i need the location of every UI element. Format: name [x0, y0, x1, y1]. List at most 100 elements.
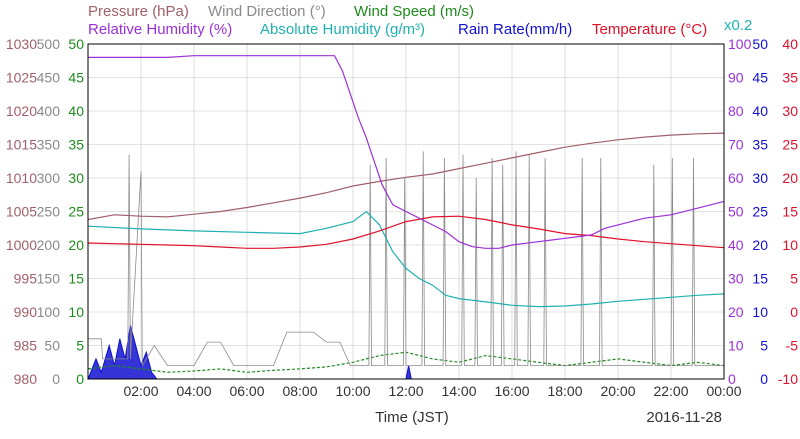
- y-tick-label-wind-speed: 0: [76, 371, 84, 387]
- axis-tick-labels: 02:00 04:00 06:00 08:00 10:00 12:00 14:00 16:00…: [6, 36, 798, 399]
- y-tick-label-rain-rate: 50: [752, 36, 768, 52]
- y-tick-label-wind-direction: 300: [37, 170, 61, 186]
- y-tick-label-wind-direction: 100: [37, 304, 61, 320]
- x-tick-label: 16:00: [494, 383, 529, 399]
- series-absolute-humidity-g-m: [87, 210, 725, 308]
- y-tick-label-rain-rate: 35: [752, 137, 768, 153]
- y-tick-label-pressure: 1000: [6, 237, 37, 253]
- y-tick-label-temperature: 15: [782, 204, 798, 220]
- y-tick-label-pressure: 1025: [6, 70, 37, 86]
- y-tick-label-wind-speed: 15: [68, 271, 84, 287]
- y-tick-label-pressure: 1030: [6, 36, 37, 52]
- y-tick-label-wind-direction: 400: [37, 103, 61, 119]
- series-temperature-c: [87, 215, 725, 249]
- y-tick-label-temperature: -10: [778, 371, 798, 387]
- y-tick-label-wind-direction: 250: [37, 204, 61, 220]
- legend-wind-speed: Wind Speed (m/s): [354, 3, 474, 20]
- y-tick-label-wind-direction: 500: [37, 36, 61, 52]
- y-tick-label-rain-rate: 5: [760, 338, 768, 354]
- y-tick-label-wind-direction: 50: [44, 338, 60, 354]
- y-tick-label-temperature: -5: [786, 338, 799, 354]
- y-tick-label-pressure: 985: [14, 338, 38, 354]
- y-tick-label-temperature: 5: [790, 271, 798, 287]
- y-tick-label-wind-speed: 35: [68, 137, 84, 153]
- y-tick-label-wind-speed: 50: [68, 36, 84, 52]
- y-tick-label-wind-direction: 150: [37, 271, 61, 287]
- y-tick-label-wind-direction: 350: [37, 137, 61, 153]
- y-tick-label-wind-speed: 10: [68, 304, 84, 320]
- y-tick-label-relative-humidity: 30: [728, 271, 744, 287]
- legend-scale-note: x0.2: [724, 17, 752, 34]
- y-tick-label-rain-rate: 45: [752, 70, 768, 86]
- x-tick-label: 08:00: [282, 383, 317, 399]
- y-tick-label-temperature: 25: [782, 137, 798, 153]
- x-tick-label: 06:00: [229, 383, 264, 399]
- x-tick-label: 02:00: [123, 383, 158, 399]
- y-tick-label-wind-speed: 20: [68, 237, 84, 253]
- y-tick-label-pressure: 1020: [6, 103, 37, 119]
- legend-wind-direction: Wind Direction (°): [208, 3, 326, 20]
- plot-frame: [87, 43, 725, 380]
- y-tick-label-pressure: 1005: [6, 204, 37, 220]
- y-tick-label-rain-rate: 15: [752, 271, 768, 287]
- x-tick-label: 18:00: [547, 383, 582, 399]
- x-tick-label: 12:00: [388, 383, 423, 399]
- y-tick-label-temperature: 20: [782, 170, 798, 186]
- y-tick-label-pressure: 995: [14, 271, 38, 287]
- y-tick-label-temperature: 10: [782, 237, 798, 253]
- series-wind-direction: [88, 151, 724, 368]
- y-tick-label-temperature: 0: [790, 304, 798, 320]
- y-tick-label-temperature: 35: [782, 70, 798, 86]
- series-layer: [87, 55, 725, 380]
- date-label: 2016-11-28: [646, 409, 722, 426]
- x-tick-label: 10:00: [335, 383, 370, 399]
- legend-relative-humidity: Relative Humidity (%): [88, 21, 232, 38]
- y-tick-label-relative-humidity: 80: [728, 103, 744, 119]
- x-tick-label: 20:00: [600, 383, 635, 399]
- y-tick-label-temperature: 30: [782, 103, 798, 119]
- x-axis-label: Time (JST): [375, 409, 449, 426]
- y-tick-label-pressure: 1015: [6, 137, 37, 153]
- y-tick-label-rain-rate: 40: [752, 103, 768, 119]
- y-tick-label-wind-speed: 40: [68, 103, 84, 119]
- y-tick-label-relative-humidity: 100: [728, 36, 752, 52]
- y-tick-label-relative-humidity: 0: [728, 371, 736, 387]
- y-tick-label-wind-speed: 25: [68, 204, 84, 220]
- x-tick-label: 22:00: [653, 383, 688, 399]
- y-tick-label-rain-rate: 20: [752, 237, 768, 253]
- y-tick-label-pressure: 980: [14, 371, 38, 387]
- y-tick-label-relative-humidity: 50: [728, 204, 744, 220]
- y-tick-label-wind-direction: 200: [37, 237, 61, 253]
- y-tick-label-temperature: 40: [782, 36, 798, 52]
- x-tick-label: 14:00: [441, 383, 476, 399]
- y-tick-label-pressure: 990: [14, 304, 38, 320]
- y-tick-label-wind-speed: 45: [68, 70, 84, 86]
- x-tick-label: 00:00: [706, 383, 741, 399]
- y-tick-label-wind-direction: 450: [37, 70, 61, 86]
- y-tick-label-rain-rate: 0: [760, 371, 768, 387]
- legend-rain-rate: Rain Rate(mm/h): [458, 21, 572, 38]
- x-tick-label: 04:00: [176, 383, 211, 399]
- legend-pressure: Pressure (hPa): [88, 3, 189, 20]
- y-tick-label-wind-speed: 30: [68, 170, 84, 186]
- y-tick-label-wind-direction: 0: [52, 371, 60, 387]
- legend-absolute-humidity: Absolute Humidity (g/m³): [260, 21, 425, 38]
- y-tick-label-relative-humidity: 20: [728, 304, 744, 320]
- y-tick-label-relative-humidity: 90: [728, 70, 744, 86]
- series-pressure-hpa: [87, 132, 725, 221]
- series-rain-rate-mm-h: [87, 325, 724, 380]
- series-relative-humidity: [88, 55, 725, 249]
- legend-row-1: Pressure (hPa) Wind Direction (°) Wind S…: [88, 3, 474, 20]
- legend-row-2: Relative Humidity (%) Absolute Humidity …: [88, 17, 752, 38]
- y-tick-label-relative-humidity: 40: [728, 237, 744, 253]
- y-tick-label-relative-humidity: 60: [728, 170, 744, 186]
- y-tick-label-relative-humidity: 10: [728, 338, 744, 354]
- y-tick-label-wind-speed: 5: [76, 338, 84, 354]
- y-tick-label-rain-rate: 25: [752, 204, 768, 220]
- legend-temperature: Temperature (°C): [592, 21, 707, 38]
- y-tick-label-relative-humidity: 70: [728, 137, 744, 153]
- y-tick-label-pressure: 1010: [6, 170, 37, 186]
- y-tick-label-rain-rate: 10: [752, 304, 768, 320]
